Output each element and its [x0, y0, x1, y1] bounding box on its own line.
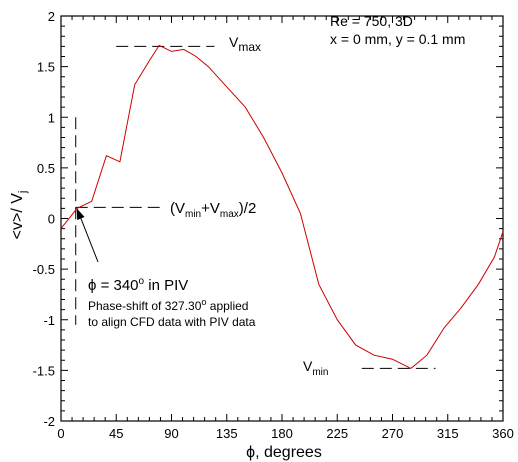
- plot-frame: [60, 15, 504, 422]
- y-tick-label: 2: [48, 9, 55, 24]
- x-tick-label: 270: [382, 426, 404, 441]
- annotation-arrow: [77, 210, 99, 263]
- x-tick-label: 315: [437, 426, 459, 441]
- tick-labels: 0 45 90 135 180 225 270 315 360 -2 -1.5 -1 -0.5 0 0.5 1…: [33, 9, 514, 441]
- axis-ticks: [60, 15, 504, 422]
- phase-shift-line-2: to align CFD data with PIV data: [88, 315, 256, 329]
- x-tick-label: 180: [271, 426, 293, 441]
- x-tick-label: 225: [326, 426, 348, 441]
- x-tick-label: 360: [492, 426, 514, 441]
- y-tick-label: -1.5: [33, 363, 55, 378]
- plot-border: [60, 15, 504, 422]
- y-tick-label: 0: [48, 212, 55, 227]
- info-line-2: x = 0 mm, y = 0.1 mm: [330, 31, 465, 47]
- series: [60, 44, 504, 369]
- phase-shift-line-1: Phase-shift of 327.30o applied: [88, 297, 248, 313]
- vmax-label: Vmax: [229, 34, 261, 54]
- y-tick-label: 0.5: [37, 161, 55, 176]
- x-tick-label: 90: [164, 426, 178, 441]
- y-tick-label: 1.5: [37, 60, 55, 75]
- info-line-1: Re = 750, 3D: [330, 13, 413, 29]
- phi-annotation: ϕ = 340o in PIV: [88, 276, 188, 294]
- y-tick-label: -2: [43, 414, 55, 429]
- y-tick-label: -1: [43, 313, 55, 328]
- x-tick-label: 135: [216, 426, 238, 441]
- reference-lines: [75, 45, 436, 369]
- x-tick-label: 0: [57, 426, 64, 441]
- y-tick-label: 1: [48, 110, 55, 125]
- vmid-label: (Vmin+Vmax)/2: [170, 200, 256, 220]
- vmin-label: Vmin: [303, 358, 328, 378]
- series-line: [60, 44, 504, 369]
- y-axis-title: <v>/ Vj: [9, 191, 29, 240]
- annotation-arrowhead: [76, 208, 85, 221]
- x-axis-title: ϕ, degrees: [246, 444, 322, 461]
- y-tick-label: -0.5: [33, 262, 55, 277]
- x-tick-label: 45: [109, 426, 123, 441]
